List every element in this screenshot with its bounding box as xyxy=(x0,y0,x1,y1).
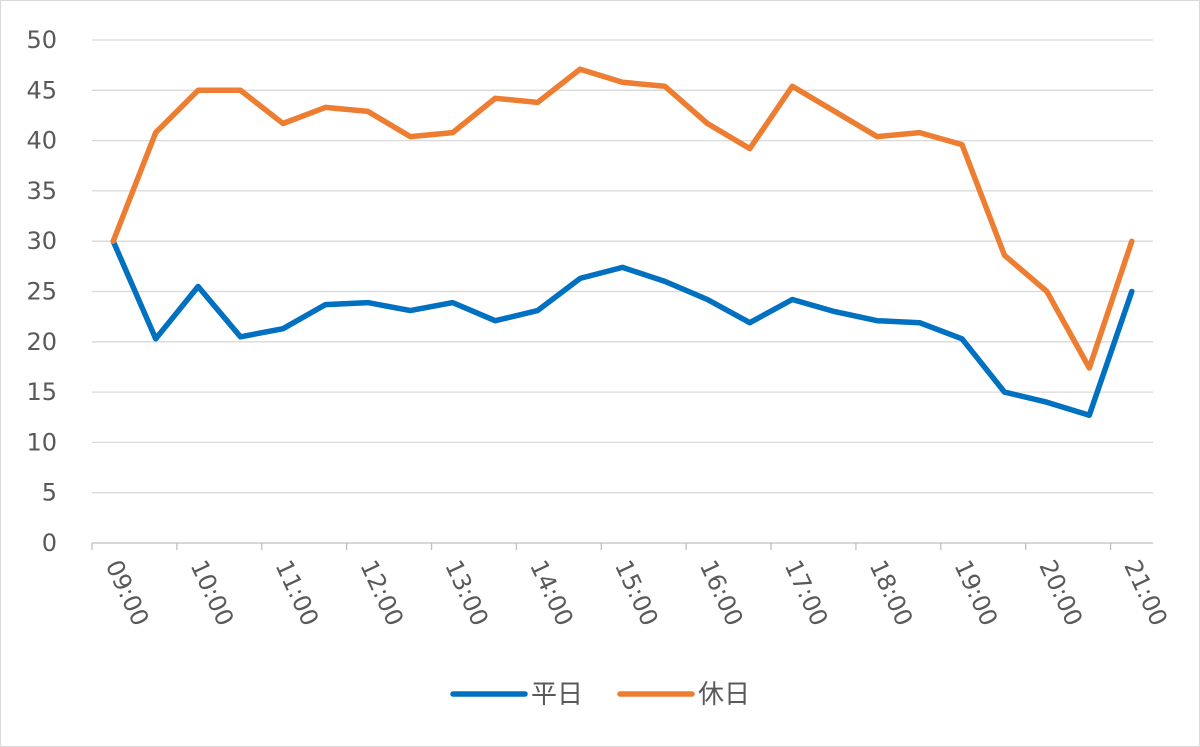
x-tick-label: 18:00 xyxy=(864,556,919,631)
y-tick-label: 40 xyxy=(26,127,57,155)
legend-label-holiday: 休日 xyxy=(698,680,750,710)
series-line-holiday xyxy=(110,66,1135,371)
x-tick-label: 15:00 xyxy=(609,556,664,631)
y-axis-ticks: 0 5 10 15 20 25 30 35 40 45 50 xyxy=(26,26,57,557)
x-tick-label: 16:00 xyxy=(694,556,749,631)
y-tick-label: 45 xyxy=(26,76,57,104)
x-tick-label: 20:00 xyxy=(1033,556,1088,631)
x-tick-label: 14:00 xyxy=(524,556,579,631)
gridlines xyxy=(92,39,1153,494)
y-tick-label: 35 xyxy=(26,177,57,205)
y-tick-label: 20 xyxy=(26,328,57,356)
x-tick-label: 11:00 xyxy=(270,556,325,631)
legend-label-weekday: 平日 xyxy=(531,680,583,710)
y-tick-label: 25 xyxy=(26,278,57,306)
y-tick-label: 0 xyxy=(42,529,57,557)
x-tick-label: 19:00 xyxy=(949,556,1004,631)
x-tick-label: 13:00 xyxy=(439,556,494,631)
x-tick-label: 10:00 xyxy=(185,556,240,631)
y-tick-label: 10 xyxy=(26,428,57,456)
y-tick-label: 15 xyxy=(26,378,57,406)
y-tick-label: 30 xyxy=(26,227,57,255)
series-lines xyxy=(110,66,1135,418)
x-tick-label: 17:00 xyxy=(779,556,834,631)
x-tick-label: 12:00 xyxy=(354,556,409,631)
legend: 平日 休日 xyxy=(450,680,750,710)
x-tick-label: 09:00 xyxy=(100,556,155,631)
x-tick-label: 21:00 xyxy=(1118,556,1173,631)
series-line-weekday xyxy=(110,238,1135,418)
y-tick-label: 50 xyxy=(26,26,57,54)
x-axis: 09:00 10:00 11:00 12:00 13:00 14:00 15:00 16:00… xyxy=(91,542,1173,631)
y-tick-label: 5 xyxy=(42,479,57,507)
